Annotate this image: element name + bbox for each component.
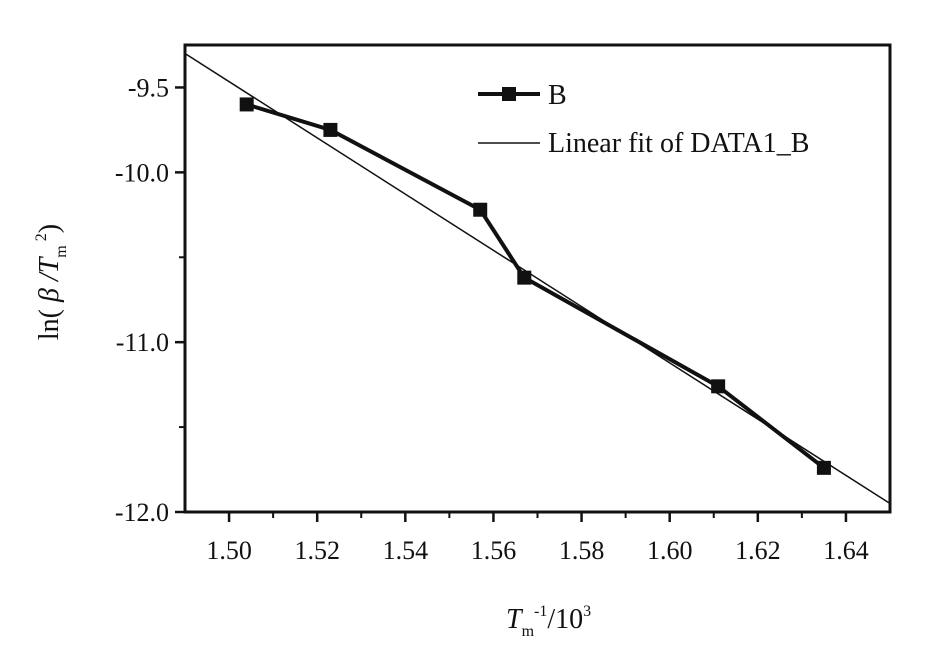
series-b-point: [816, 460, 831, 475]
x-tick-label: 1.62: [735, 536, 781, 565]
series-b-point: [239, 97, 254, 112]
y-tick-label: -11.0: [116, 328, 169, 357]
legend-label-linear-fit: Linear fit of DATA1_B: [548, 128, 809, 159]
x-tick-label: 1.64: [823, 536, 869, 565]
y-tick-label: -9.5: [128, 73, 169, 102]
x-tick-label: 1.60: [647, 536, 693, 565]
y-tick-label: -12.0: [115, 498, 169, 527]
series-b-point: [323, 122, 338, 137]
x-tick-label: 1.56: [471, 536, 517, 565]
y-tick-label: -10.0: [115, 158, 169, 187]
x-tick-label: 1.58: [559, 536, 605, 565]
series-b-point: [473, 202, 488, 217]
x-axis-title: Tm-1/103: [506, 603, 591, 640]
series-b-line: [246, 102, 826, 470]
x-tick-label: 1.52: [294, 536, 340, 565]
series-b-point: [517, 270, 532, 285]
y-axis-title: ln( β /Tm 2): [33, 224, 70, 340]
x-tick-label: 1.54: [383, 536, 429, 565]
series-b-point: [711, 379, 726, 394]
x-tick-label: 1.50: [206, 536, 252, 565]
legend-marker-b: [502, 87, 516, 101]
legend-label-b: B: [548, 80, 567, 111]
